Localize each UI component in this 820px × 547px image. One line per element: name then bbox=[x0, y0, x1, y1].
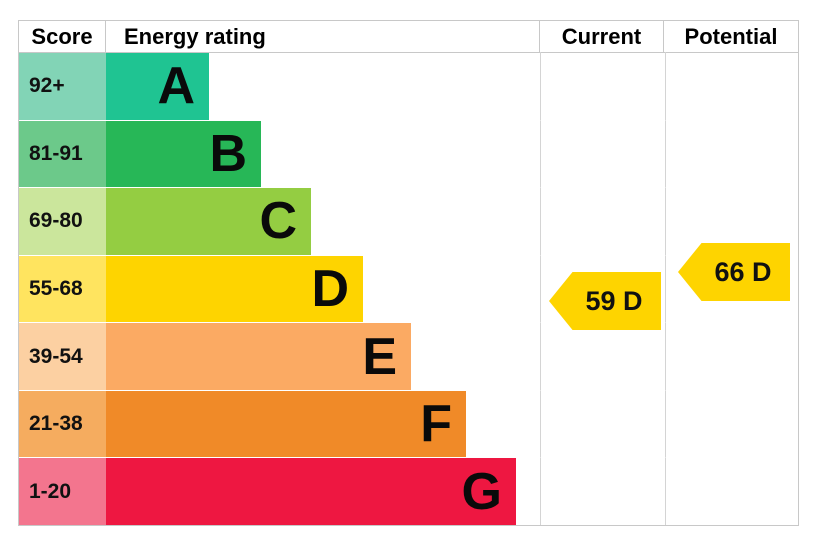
band-row-f: 21-38 F bbox=[19, 390, 798, 459]
band-row-g: 1-20 G bbox=[19, 458, 798, 526]
rating-bar-c: C bbox=[106, 188, 311, 255]
header-score: Score bbox=[19, 21, 106, 52]
band-row-b: 81-91 B bbox=[19, 120, 798, 189]
table-header: Score Energy rating Current Potential bbox=[19, 21, 798, 53]
band-letter: C bbox=[259, 192, 297, 251]
header-energy-rating: Energy rating bbox=[106, 21, 540, 52]
rating-bar-b: B bbox=[106, 120, 261, 188]
rating-bar-f: F bbox=[106, 390, 466, 458]
header-current: Current bbox=[540, 21, 664, 52]
rating-bar-a: A bbox=[106, 53, 209, 120]
score-range-label: 21-38 bbox=[19, 390, 106, 458]
band-letter: F bbox=[420, 395, 452, 454]
band-rows: 92+ A 81-91 B 69-80 C 55-68 D 39-54 E 21-38 F 1-20 G bbox=[19, 53, 798, 526]
score-range-label: 1-20 bbox=[19, 458, 106, 526]
score-range-label: 69-80 bbox=[19, 188, 106, 255]
band-letter: B bbox=[209, 124, 247, 183]
rating-bar-g: G bbox=[106, 458, 516, 526]
band-letter: G bbox=[461, 462, 502, 521]
band-row-c: 69-80 C bbox=[19, 188, 798, 256]
band-row-d: 55-68 D bbox=[19, 255, 798, 324]
score-range-label: 55-68 bbox=[19, 255, 106, 323]
potential-column-divider bbox=[665, 52, 666, 525]
current-rating-value: 59 D bbox=[585, 285, 643, 316]
energy-rating-table: Score Energy rating Current Potential 92… bbox=[18, 20, 799, 526]
potential-rating-arrow: 66 D bbox=[678, 243, 790, 301]
score-range-label: 81-91 bbox=[19, 120, 106, 188]
band-letter: E bbox=[362, 327, 397, 386]
potential-rating-value: 66 D bbox=[714, 256, 772, 287]
rating-bar-e: E bbox=[106, 323, 411, 390]
band-row-e: 39-54 E bbox=[19, 323, 798, 391]
band-letter: D bbox=[311, 260, 349, 319]
score-range-label: 92+ bbox=[19, 53, 106, 120]
current-column-divider bbox=[540, 52, 541, 525]
rating-bar-d: D bbox=[106, 255, 363, 323]
score-range-label: 39-54 bbox=[19, 323, 106, 390]
header-potential: Potential bbox=[684, 24, 778, 49]
band-letter: A bbox=[157, 57, 195, 116]
current-rating-arrow: 59 D bbox=[549, 272, 661, 330]
band-row-a: 92+ A bbox=[19, 53, 798, 121]
